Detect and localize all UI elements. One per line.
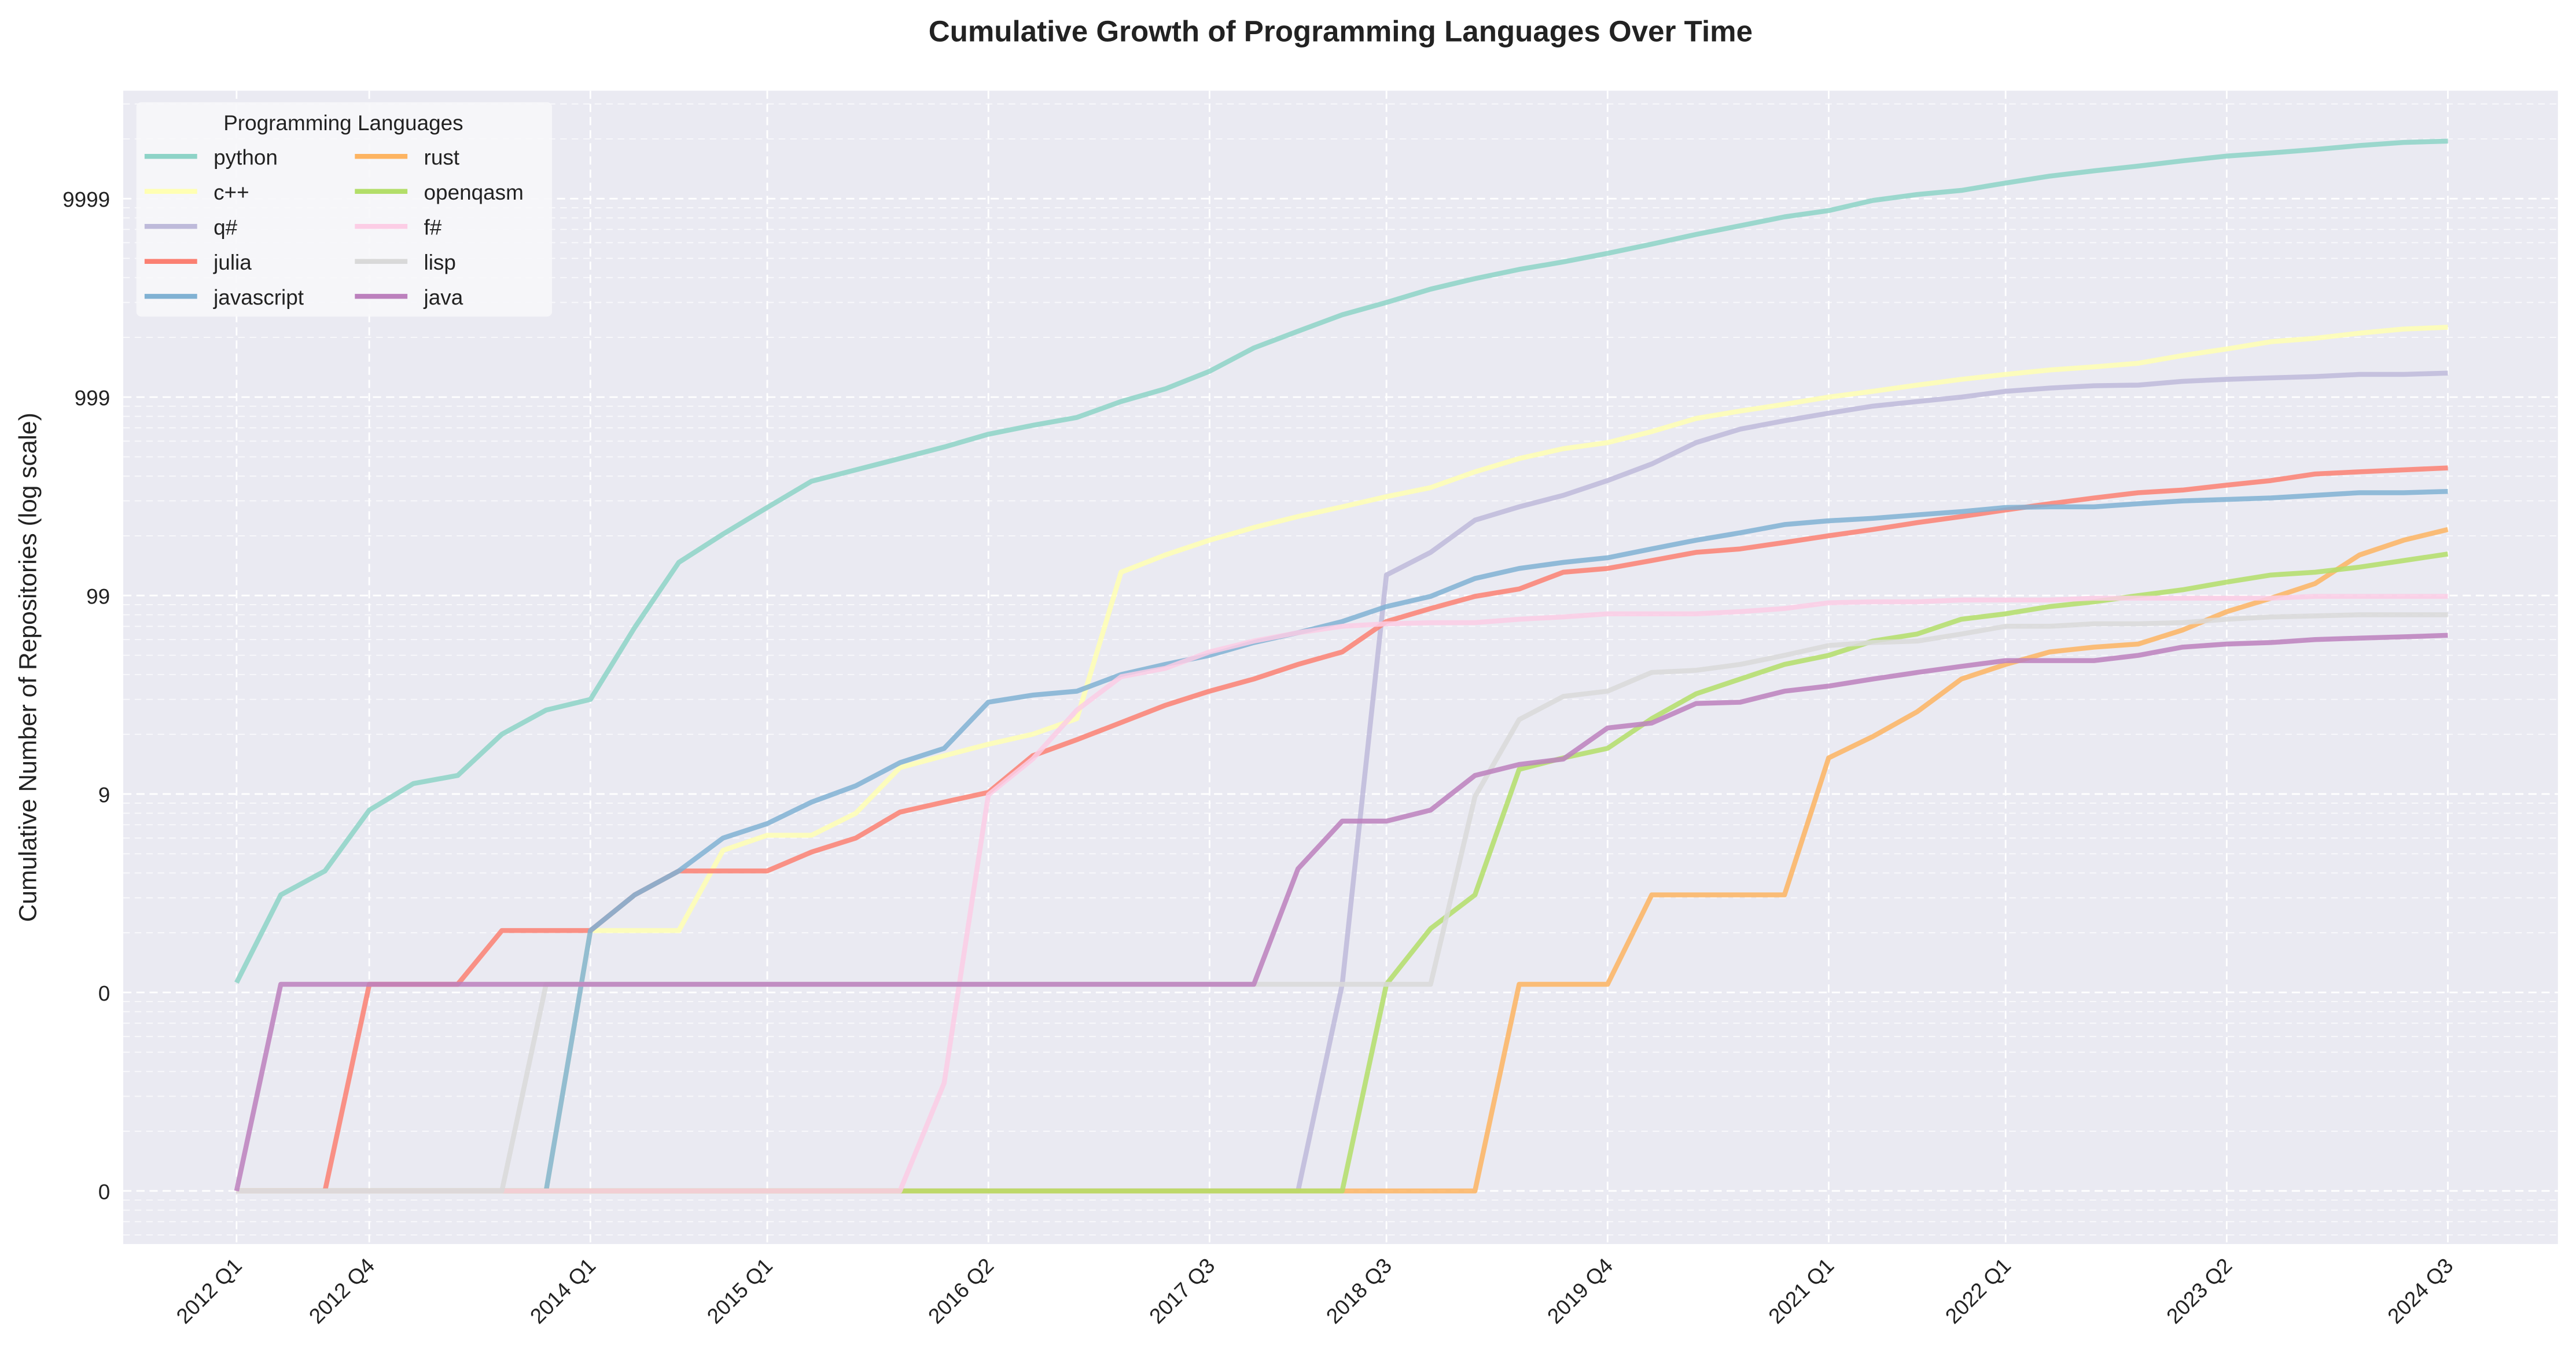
y-tick-label: 99 — [86, 584, 110, 608]
legend: Programming Languages python c++ q# julia jav… — [136, 102, 553, 317]
legend-label: q# — [214, 215, 238, 239]
data-line — [236, 594, 2448, 1194]
data-line — [236, 325, 2448, 1194]
x-tick-label: 2014 Q1 — [525, 1253, 600, 1328]
legend-title: Programming Languages — [223, 111, 463, 135]
x-tick-label: 2016 Q2 — [923, 1253, 998, 1328]
legend-label: python — [214, 145, 278, 169]
legend-label: java — [424, 285, 463, 309]
y-tick-label: 0 — [98, 1180, 111, 1204]
legend-label: rust — [424, 145, 460, 169]
y-tick-label: 9999 — [62, 187, 110, 211]
data-line — [236, 488, 2448, 1194]
data-line — [234, 632, 2448, 1192]
x-tick-label: 2012 Q4 — [304, 1253, 379, 1328]
x-tick-label: 2015 Q1 — [702, 1253, 777, 1328]
y-tick-label: 9 — [98, 783, 111, 807]
legend-label: julia — [213, 251, 252, 274]
x-tick-label: 2023 Q2 — [2162, 1253, 2236, 1328]
x-tick-label: 2019 Q4 — [1543, 1253, 1617, 1328]
legend-label: openqasm — [424, 181, 524, 204]
legend-label: lisp — [424, 251, 456, 274]
legend-label: f# — [424, 215, 442, 239]
y-tick-label: 0 — [98, 981, 111, 1005]
y-tick-label: 999 — [75, 386, 111, 410]
chart-title: Cumulative Growth of Programming Languag… — [929, 15, 1753, 48]
data-line — [234, 138, 2448, 984]
x-tick-label: 2017 Q3 — [1145, 1253, 1219, 1328]
x-tick-label: 2024 Q3 — [2383, 1253, 2457, 1328]
legend-label: c++ — [214, 181, 249, 204]
legend-label: javascript — [213, 285, 304, 309]
x-tick-label: 2022 Q1 — [1941, 1253, 2015, 1328]
lines — [234, 138, 2449, 1194]
x-tick-label: 2018 Q3 — [1322, 1253, 1396, 1328]
x-tick-label: 2012 Q1 — [172, 1253, 246, 1328]
y-axis-label: Cumulative Number of Repositories (log s… — [14, 413, 42, 922]
legend-box — [136, 102, 553, 317]
x-tick-label: 2021 Q1 — [1764, 1253, 1838, 1328]
